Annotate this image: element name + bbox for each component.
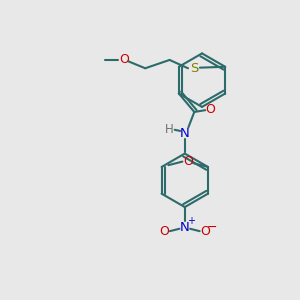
Text: N: N [180, 221, 190, 234]
Text: O: O [183, 155, 193, 168]
Text: O: O [119, 53, 129, 66]
Text: −: − [206, 221, 217, 234]
Text: N: N [180, 127, 190, 140]
Text: H: H [165, 123, 174, 136]
Text: O: O [200, 225, 210, 238]
Text: O: O [206, 103, 216, 116]
Text: O: O [160, 225, 170, 238]
Text: S: S [190, 62, 198, 75]
Text: +: + [187, 216, 195, 226]
